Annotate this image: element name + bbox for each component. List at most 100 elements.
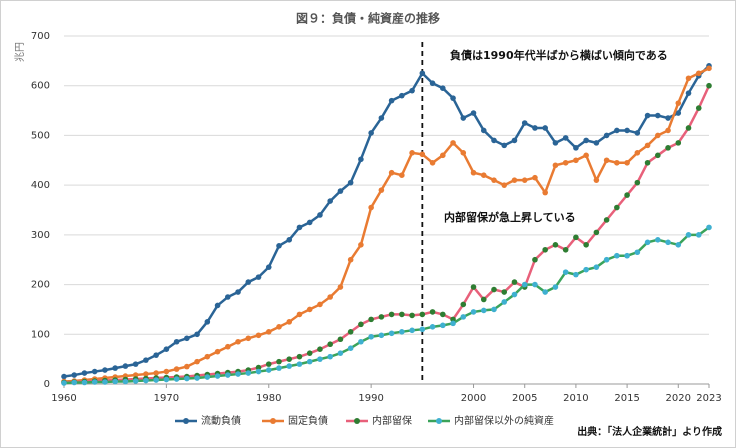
data-point [378, 314, 385, 320]
data-point [593, 264, 600, 270]
y-tick-label: 500 [31, 130, 50, 141]
data-point [655, 237, 661, 243]
data-point [286, 356, 293, 362]
data-point [153, 352, 159, 358]
data-point [521, 120, 528, 126]
x-tick-label: 2000 [461, 393, 486, 404]
data-point [706, 224, 712, 231]
legend-marker [354, 418, 360, 424]
data-point [644, 239, 651, 246]
data-point [409, 312, 415, 319]
data-point [276, 242, 282, 249]
data-point [614, 159, 620, 166]
data-point [143, 371, 149, 377]
data-point [593, 177, 600, 183]
data-point [245, 279, 252, 285]
y-tick-label: 700 [31, 31, 50, 42]
data-point [440, 311, 446, 318]
data-point [235, 371, 241, 377]
data-point [214, 373, 221, 379]
data-point [491, 177, 497, 183]
data-point [470, 284, 477, 290]
y-tick-label: 100 [31, 329, 50, 340]
data-point [337, 284, 344, 290]
data-point [532, 174, 538, 181]
data-point [603, 132, 610, 139]
data-point [603, 256, 610, 263]
data-point [634, 249, 641, 256]
data-point [501, 142, 508, 149]
data-point [143, 357, 149, 363]
data-point [695, 70, 702, 77]
legend-marker [270, 418, 276, 424]
data-point [624, 127, 630, 134]
data-point [225, 372, 231, 378]
data-point [470, 110, 477, 116]
data-point [665, 115, 671, 121]
data-point [255, 368, 262, 375]
data-point [511, 177, 518, 183]
data-point [695, 232, 702, 238]
data-point [296, 361, 303, 367]
data-point [61, 373, 67, 380]
data-point [255, 274, 262, 280]
data-point [368, 333, 374, 340]
data-point [306, 350, 313, 356]
data-point [460, 115, 467, 121]
data-point [624, 159, 630, 166]
data-point [450, 320, 456, 327]
data-point [194, 358, 200, 365]
data-point [132, 378, 139, 384]
data-point [347, 179, 354, 186]
data-point [480, 172, 487, 178]
data-point [440, 152, 446, 159]
data-point [655, 152, 661, 159]
data-point [573, 271, 579, 278]
data-point [542, 189, 548, 196]
data-point [542, 289, 548, 295]
data-point [112, 378, 118, 385]
data-point [665, 127, 671, 134]
data-point [562, 159, 569, 166]
data-point [71, 379, 78, 386]
data-point [286, 237, 293, 243]
data-point [491, 137, 497, 144]
data-point [368, 316, 374, 323]
data-point [480, 296, 487, 303]
data-point [552, 140, 559, 146]
data-point [358, 156, 364, 163]
data-point [450, 95, 456, 101]
data-point [655, 112, 661, 119]
data-point [327, 341, 333, 348]
data-point [521, 281, 528, 288]
data-point [685, 125, 692, 131]
data-point [573, 145, 579, 151]
series-line [63, 85, 711, 384]
data-point [491, 306, 497, 313]
x-tick-label: 2020 [666, 393, 691, 404]
legend-marker [183, 418, 189, 424]
data-point [429, 80, 436, 87]
x-tick-label: 1960 [51, 393, 76, 404]
data-point [501, 289, 508, 295]
series-line [63, 67, 710, 383]
data-point [552, 162, 559, 169]
data-point [358, 338, 364, 345]
data-point [409, 327, 415, 334]
data-point [265, 367, 272, 373]
data-point [675, 242, 682, 248]
data-point [480, 127, 487, 134]
data-point [706, 82, 712, 89]
data-point [388, 169, 395, 176]
data-point [81, 370, 88, 376]
data-point [624, 192, 630, 198]
data-point [214, 302, 221, 309]
legend-label: 固定負債 [288, 414, 328, 427]
data-point [163, 346, 170, 353]
data-point [153, 377, 159, 383]
data-point [644, 142, 651, 149]
data-point [327, 198, 333, 204]
data-point [184, 375, 190, 382]
data-point [706, 65, 712, 72]
